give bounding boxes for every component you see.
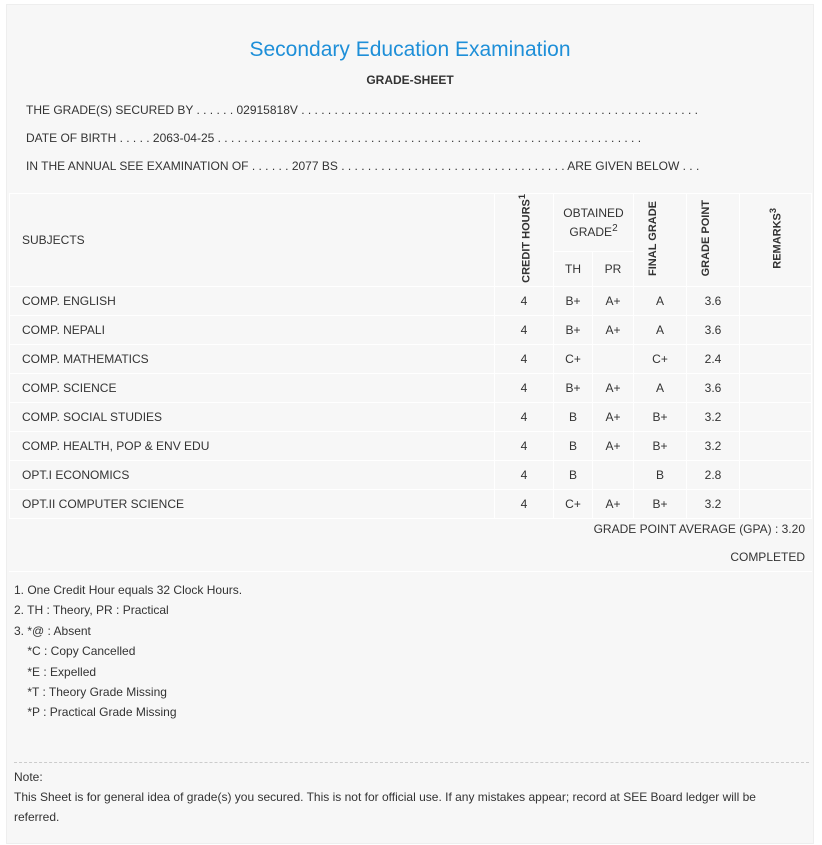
cell-subject: COMP. SCIENCE	[9, 372, 495, 403]
cell-gp: 2.8	[686, 459, 740, 490]
header-subjects: SUBJECTS	[9, 193, 495, 287]
exam-line: IN THE ANNUAL SEE EXAMINATION OF . . . .…	[26, 159, 700, 173]
cell-th: B	[553, 401, 593, 432]
cell-subject: OPT.I ECONOMICS	[9, 459, 495, 490]
cell-final: C+	[633, 343, 687, 374]
header-credit-hours: CREDIT HOURS1	[494, 193, 554, 287]
cell-final: A	[633, 314, 687, 345]
page-subtitle: GRADE-SHEET	[366, 73, 454, 87]
cell-remarks	[739, 372, 812, 403]
cell-th: B+	[553, 372, 593, 403]
cell-final: B+	[633, 401, 687, 432]
grade-sheet: Secondary Education Examination GRADE-SH…	[6, 4, 814, 844]
note: Note: This Sheet is for general idea of …	[14, 767, 804, 827]
cell-subject: COMP. SOCIAL STUDIES	[9, 401, 495, 432]
cell-gp: 3.6	[686, 314, 740, 345]
note-label: Note:	[14, 770, 43, 784]
cell-gp: 2.4	[686, 343, 740, 374]
dashed-divider	[14, 762, 809, 763]
cell-credit: 4	[494, 430, 554, 461]
table-row: COMP. SOCIAL STUDIES 4 B A+ B+ 3.2	[9, 401, 812, 432]
secured-by-line: THE GRADE(S) SECURED BY . . . . . . 0291…	[26, 103, 698, 117]
footnote: 2. TH : Theory, PR : Practical	[14, 603, 169, 618]
cell-credit: 4	[494, 372, 554, 403]
cell-pr: A+	[592, 488, 634, 519]
cell-credit: 4	[494, 401, 554, 432]
table-row: COMP. ENGLISH 4 B+ A+ A 3.6	[9, 285, 812, 316]
footnotes: 1. One Credit Hour equals 32 Clock Hours…	[14, 580, 242, 723]
cell-th: B	[553, 459, 593, 490]
footnote: 1. One Credit Hour equals 32 Clock Hours…	[14, 583, 243, 597]
cell-th: B+	[553, 314, 593, 345]
page-title: Secondary Education Examination	[249, 38, 571, 61]
table-row: OPT.I ECONOMICS 4 B B 2.8	[9, 459, 812, 490]
table-row: COMP. HEALTH, POP & ENV EDU 4 B A+ B+ 3.2	[9, 430, 812, 461]
cell-remarks	[739, 401, 812, 432]
cell-th: B	[553, 430, 593, 461]
cell-subject: COMP. NEPALI	[9, 314, 495, 345]
cell-final: B	[633, 459, 687, 490]
cell-remarks	[739, 343, 812, 374]
cell-pr: A+	[592, 314, 634, 345]
cell-credit: 4	[494, 285, 554, 316]
header-grade-point: GRADE POINT	[686, 193, 740, 287]
cell-th: C+	[553, 343, 593, 374]
cell-subject: COMP. MATHEMATICS	[9, 343, 495, 374]
cell-final: B+	[633, 430, 687, 461]
gpa: GRADE POINT AVERAGE (GPA) : 3.20	[593, 522, 805, 536]
cell-subject: OPT.II COMPUTER SCIENCE	[9, 488, 495, 519]
cell-subject: COMP. ENGLISH	[9, 285, 495, 316]
cell-remarks	[739, 285, 812, 316]
cell-credit: 4	[494, 488, 554, 519]
table-row: OPT.II COMPUTER SCIENCE 4 C+ A+ B+ 3.2	[9, 488, 812, 519]
table-row: COMP. SCIENCE 4 B+ A+ A 3.6	[9, 372, 812, 403]
cell-subject: COMP. HEALTH, POP & ENV EDU	[9, 430, 495, 461]
cell-gp: 3.2	[686, 488, 740, 519]
cell-remarks	[739, 314, 812, 345]
dob-line: DATE OF BIRTH . . . . . 2063-04-25 . . .…	[26, 131, 642, 145]
cell-pr: A+	[592, 430, 634, 461]
cell-credit: 4	[494, 343, 554, 374]
cell-remarks	[739, 430, 812, 461]
cell-pr	[592, 343, 634, 374]
cell-pr	[592, 459, 634, 490]
cell-credit: 4	[494, 459, 554, 490]
header-obtained-grade: OBTAINED GRADE2	[553, 192, 634, 253]
cell-final: B+	[633, 488, 687, 519]
header-pr: PR	[592, 251, 634, 287]
cell-th: B+	[553, 285, 593, 316]
divider	[9, 571, 812, 572]
footnote: *E : Expelled	[14, 664, 97, 679]
result-status: COMPLETED	[730, 550, 805, 564]
cell-gp: 3.2	[686, 401, 740, 432]
footnote: 3. *@ : Absent	[14, 623, 91, 638]
footnote: *T : Theory Grade Missing	[14, 685, 167, 700]
table-row: COMP. NEPALI 4 B+ A+ A 3.6	[9, 314, 812, 345]
cell-gp: 3.6	[686, 285, 740, 316]
cell-final: A	[633, 285, 687, 316]
note-text: This Sheet is for general idea of grade(…	[14, 790, 756, 824]
cell-remarks	[739, 459, 812, 490]
table-row: COMP. MATHEMATICS 4 C+ C+ 2.4	[9, 343, 812, 374]
cell-final: A	[633, 372, 687, 403]
cell-gp: 3.6	[686, 372, 740, 403]
cell-credit: 4	[494, 314, 554, 345]
cell-pr: A+	[592, 285, 634, 316]
grades-table: SUBJECTS CREDIT HOURS1 OBTAINED GRADE2 F…	[9, 192, 812, 519]
header-th: TH	[553, 251, 593, 287]
header-final-grade: FINAL GRADE	[633, 193, 687, 287]
cell-gp: 3.2	[686, 430, 740, 461]
cell-remarks	[739, 488, 812, 519]
cell-pr: A+	[592, 401, 634, 432]
cell-pr: A+	[592, 372, 634, 403]
cell-th: C+	[553, 488, 593, 519]
footnote: *C : Copy Cancelled	[14, 644, 136, 659]
header-remarks: REMARKS3	[739, 193, 812, 287]
footnote: *P : Practical Grade Missing	[14, 705, 177, 720]
